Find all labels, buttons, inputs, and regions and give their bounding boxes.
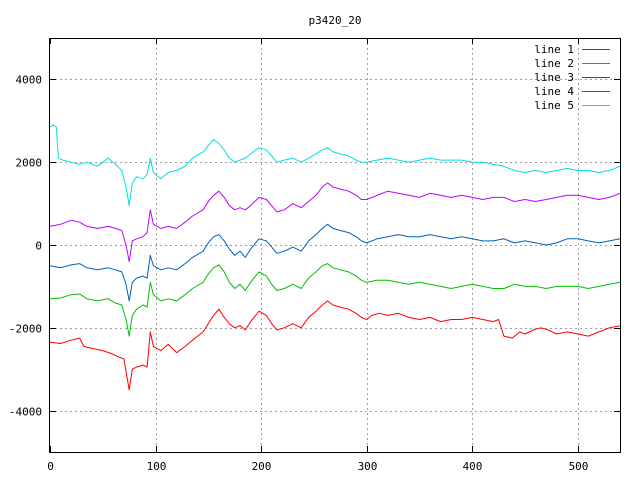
x-axis: 0 100 200 300 400 500 [47, 38, 588, 473]
series-lines [49, 124, 621, 391]
legend-label-5: line 5 [534, 99, 574, 112]
x-tick-label: 400 [463, 460, 483, 473]
series-line-3 [49, 223, 621, 302]
y-axis: -4000 -2000 0 2000 4000 [9, 74, 620, 419]
x-tick-label: 200 [252, 460, 272, 473]
y-tick-label: 2000 [16, 157, 43, 170]
x-tick-label: 500 [569, 460, 589, 473]
y-tick-label: -2000 [9, 323, 42, 336]
series-line-1 [49, 300, 621, 391]
y-tick-label: 4000 [16, 74, 43, 87]
legend-label-4: line 4 [534, 85, 574, 98]
legend-label-1: line 1 [534, 43, 574, 56]
chart-title: p3420_20 [309, 14, 362, 27]
legend-label-2: line 2 [534, 57, 574, 70]
series-line-4 [49, 182, 621, 263]
series-line-2 [49, 263, 621, 337]
y-tick-label: 0 [35, 240, 42, 253]
series-line-5 [49, 124, 621, 207]
grid [50, 38, 620, 452]
legend-label-3: line 3 [534, 71, 574, 84]
x-tick-label: 100 [147, 460, 167, 473]
x-tick-label: 300 [358, 460, 378, 473]
y-tick-label: -4000 [9, 406, 42, 419]
x-tick-label: 0 [47, 460, 54, 473]
plot-border [49, 38, 621, 453]
